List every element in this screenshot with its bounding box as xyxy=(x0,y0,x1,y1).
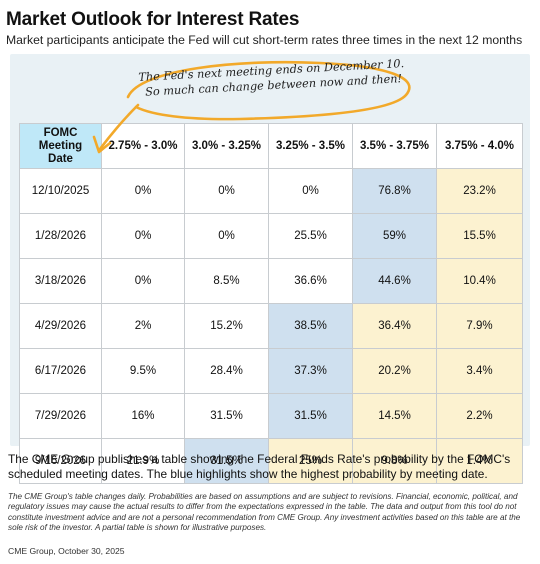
column-header: 3.5% - 3.75% xyxy=(352,123,437,169)
meeting-date-cell: 6/17/2026 xyxy=(19,348,102,394)
probability-cell: 7.9% xyxy=(436,303,523,349)
probability-cell: 15.5% xyxy=(436,213,523,259)
table-body: 12/10/2025 0% 0% 0% 76.8% 23.2% 1/28/2026 0% 0% 2… xyxy=(19,168,523,484)
probability-cell: 0% xyxy=(101,168,185,214)
probability-cell: 31.5% xyxy=(184,438,269,484)
table-row: 4/29/2026 2% 15.2% 38.5% 36.4% 7.9% xyxy=(19,303,523,349)
probability-cell: 0% xyxy=(268,168,353,214)
probability-cell: 2% xyxy=(101,303,185,349)
probability-cell: 0% xyxy=(101,213,185,259)
probability-cell: 16% xyxy=(101,393,185,439)
table-header-row: FOMC Meeting Date 2.75% - 3.0% 3.0% - 3.25… xyxy=(19,123,523,169)
probability-cell: 14.5% xyxy=(352,393,437,439)
probability-cell: 36.6% xyxy=(268,258,353,304)
probability-cell: 37.3% xyxy=(268,348,353,394)
chart-subtitle: Market participants anticipate the Fed w… xyxy=(6,33,523,47)
probability-cell: 31.5% xyxy=(184,393,269,439)
meeting-date-cell: 12/10/2025 xyxy=(19,168,102,214)
probability-cell: 2.2% xyxy=(436,393,523,439)
probability-cell: 0% xyxy=(184,213,269,259)
meeting-date-column-header: FOMC Meeting Date xyxy=(19,123,102,169)
annotation-callout: The Fed's next meeting ends on December … xyxy=(90,57,411,154)
meeting-date-cell: 9/16/2026 xyxy=(19,438,102,484)
column-header: 2.75% - 3.0% xyxy=(101,123,185,169)
probability-cell: 1.4% xyxy=(436,438,523,484)
probability-cell: 8.5% xyxy=(184,258,269,304)
table-row: 3/18/2026 0% 8.5% 36.6% 44.6% 10.4% xyxy=(19,258,523,304)
probability-cell: 23.2% xyxy=(436,168,523,214)
probability-cell: 0% xyxy=(101,258,185,304)
probability-cell: 10.4% xyxy=(436,258,523,304)
probability-cell: 20.2% xyxy=(352,348,437,394)
chart-title: Market Outlook for Interest Rates xyxy=(6,9,300,30)
table-row: 12/10/2025 0% 0% 0% 76.8% 23.2% xyxy=(19,168,523,214)
table-row: 7/29/2026 16% 31.5% 31.5% 14.5% 2.2% xyxy=(19,393,523,439)
table-description: The CME Group publishes a table showing … xyxy=(8,452,511,481)
probability-cell: 25% xyxy=(268,438,353,484)
rate-probability-table: FOMC Meeting Date 2.75% - 3.0% 3.0% - 3.25… xyxy=(19,123,523,484)
probability-cell: 3.4% xyxy=(436,348,523,394)
probability-cell: 36.4% xyxy=(352,303,437,349)
probability-cell: 9.5% xyxy=(101,348,185,394)
column-header: 3.25% - 3.5% xyxy=(268,123,353,169)
probability-cell: 9.8% xyxy=(352,438,437,484)
probability-cell: 28.4% xyxy=(184,348,269,394)
probability-cell: 76.8% xyxy=(352,168,437,214)
callout-bubble-outline xyxy=(92,60,411,154)
probability-cell: 25.5% xyxy=(268,213,353,259)
source-note: CME Group, October 30, 2025 xyxy=(8,546,125,556)
table-row: 9/16/2026 21.9% 31.5% 25% 9.8% 1.4% xyxy=(19,438,523,484)
meeting-date-cell: 4/29/2026 xyxy=(19,303,102,349)
meeting-date-cell: 3/18/2026 xyxy=(19,258,102,304)
table-row: 6/17/2026 9.5% 28.4% 37.3% 20.2% 3.4% xyxy=(19,348,523,394)
meeting-date-cell: 1/28/2026 xyxy=(19,213,102,259)
probability-cell: 38.5% xyxy=(268,303,353,349)
probability-cell: 21.9% xyxy=(101,438,185,484)
probability-cell: 15.2% xyxy=(184,303,269,349)
meeting-date-cell: 7/29/2026 xyxy=(19,393,102,439)
probability-cell: 44.6% xyxy=(352,258,437,304)
column-header: 3.75% - 4.0% xyxy=(436,123,523,169)
disclaimer-text: The CME Group's table changes daily. Pro… xyxy=(8,492,521,532)
probability-cell: 0% xyxy=(184,168,269,214)
column-header: 3.0% - 3.25% xyxy=(184,123,269,169)
probability-cell: 31.5% xyxy=(268,393,353,439)
probability-cell: 59% xyxy=(352,213,437,259)
table-row: 1/28/2026 0% 0% 25.5% 59% 15.5% xyxy=(19,213,523,259)
